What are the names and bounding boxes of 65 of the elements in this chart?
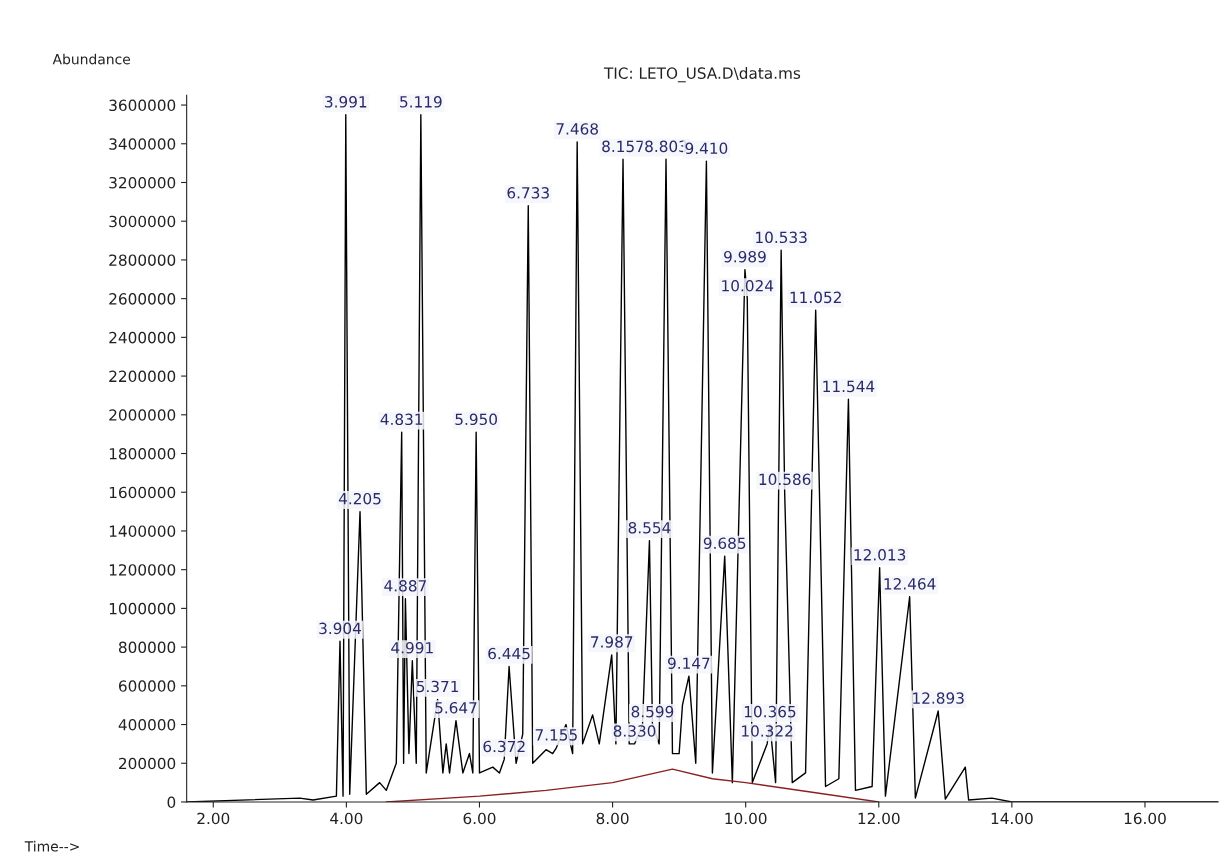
annotation: 7.468 (556, 123, 598, 135)
y-tick-label: 2400000 (109, 331, 176, 344)
annotation: 6.733 (507, 187, 549, 199)
x-tick-label: 4.00 (330, 812, 363, 825)
annotation: 4.831 (380, 413, 423, 426)
annotation: 6.372 (483, 740, 525, 753)
annotation: 9.147 (668, 657, 710, 670)
x-tick-label: 2.00 (197, 812, 230, 825)
annotation: 7.155 (535, 729, 577, 741)
annotation: 5.647 (435, 701, 477, 714)
annotation: 11.544 (823, 380, 875, 393)
x-tick-label: 6.00 (463, 812, 496, 825)
annotation: 10.365 (744, 705, 796, 718)
annotation: 10.024 (722, 279, 774, 292)
y-tick-label: 3200000 (109, 176, 176, 189)
annotation: 12.464 (884, 578, 936, 590)
y-tick-label: 200000 (119, 757, 176, 770)
y-tick-label: 1000000 (109, 602, 176, 615)
y-tick-label: 800000 (118, 641, 176, 654)
y-tick-label: 400000 (118, 719, 176, 731)
annotation: 8.599 (631, 705, 674, 718)
y-tick-label: 1800000 (109, 447, 176, 460)
annotation: 4.205 (338, 492, 381, 505)
annotation: 3.991 (325, 96, 367, 108)
y-axis-title: Abundance (52, 53, 131, 65)
y-tick-label: 3400000 (109, 138, 176, 150)
annotation: 4.887 (384, 580, 426, 592)
annotation: 3.904 (319, 622, 361, 635)
annotation: 6.445 (488, 647, 530, 660)
annotation: 12.893 (913, 692, 964, 704)
annotation: 12.013 (854, 549, 906, 561)
annotation: 8.803 (645, 140, 687, 153)
y-tick-label: 3600000 (109, 99, 176, 112)
y-tick-label: 2200000 (109, 370, 176, 383)
chart-title: TIC: LETO_USA.D\data.ms (603, 67, 801, 83)
x-tick-label: 8.00 (596, 812, 629, 825)
y-tick-label: 2600000 (109, 293, 176, 305)
annotation: 8.157 (602, 140, 644, 153)
y-tick-label: 1200000 (109, 564, 176, 576)
y-tick-label: 1600000 (109, 486, 176, 499)
annotation: 10.586 (759, 473, 811, 486)
y-tick-label: 2000000 (109, 409, 176, 421)
annotation: 4.991 (391, 641, 433, 654)
y-tick-label: 0 (167, 796, 176, 808)
annotation: 7.987 (591, 636, 633, 648)
x-tick-label: 14.00 (991, 812, 1033, 825)
y-tick-label: 1400000 (109, 525, 176, 537)
x-axis-title: Time--> (24, 840, 79, 852)
annotation: 5.950 (455, 413, 497, 426)
annotation: 8.554 (628, 521, 671, 534)
annotation: 9.685 (703, 537, 746, 549)
y-tick-label: 2800000 (109, 254, 176, 266)
annotation: 9.989 (724, 250, 766, 263)
y-tick-label: 3000000 (109, 215, 176, 228)
annotation: 9.410 (685, 142, 728, 155)
x-tick-label: 12.00 (858, 812, 900, 825)
annotation: 10.533 (756, 231, 807, 244)
x-tick-label: 16.00 (1124, 812, 1166, 825)
annotation: 8.330 (613, 725, 656, 737)
annotation: 11.052 (790, 291, 841, 304)
annotation: 5.119 (400, 96, 442, 108)
annotation: 10.322 (742, 725, 793, 737)
x-tick-label: 10.00 (725, 812, 767, 825)
annotation: 5.371 (416, 680, 459, 693)
y-tick-label: 600000 (118, 680, 176, 692)
